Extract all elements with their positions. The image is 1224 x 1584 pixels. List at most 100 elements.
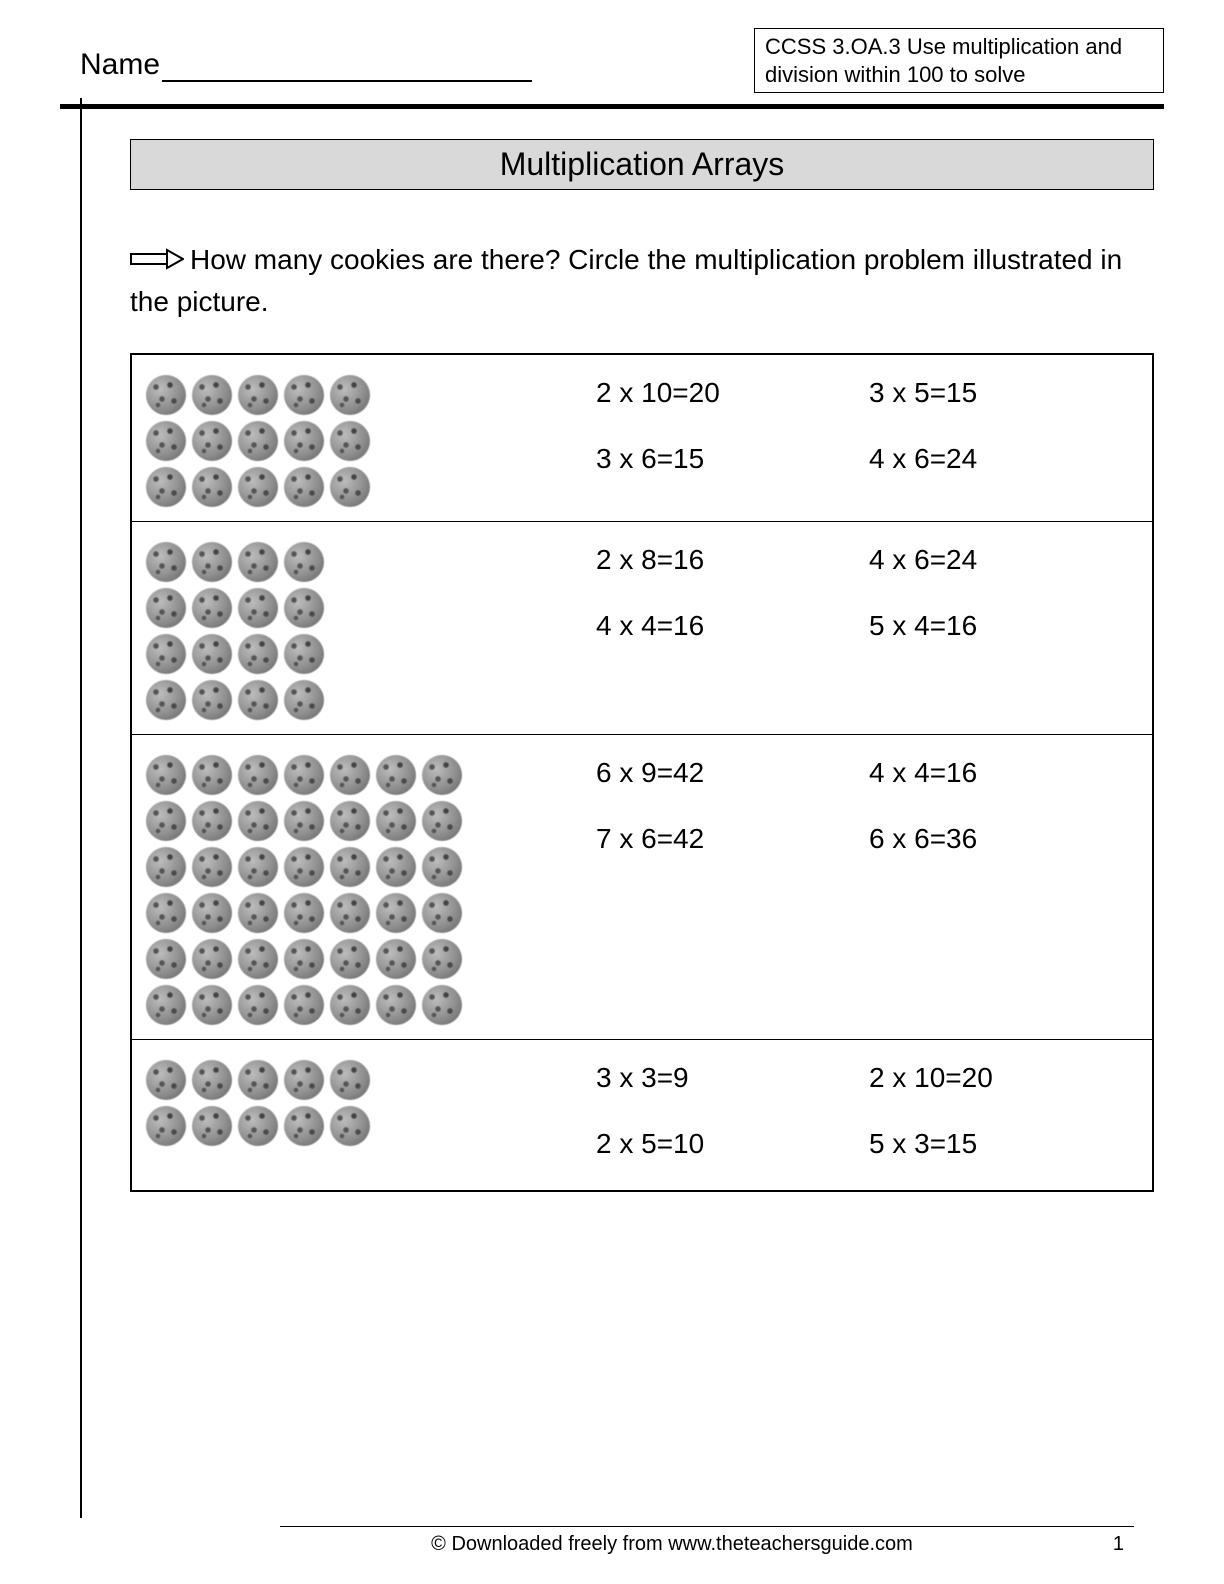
cookie-icon xyxy=(146,801,186,841)
cookie-icon xyxy=(284,985,324,1025)
equation-option[interactable]: 3 x 5=15 xyxy=(869,377,1132,409)
cookie-icon xyxy=(238,893,278,933)
cookie-icon xyxy=(284,1060,324,1100)
cookie-icon xyxy=(376,985,416,1025)
cookie-icon xyxy=(422,801,462,841)
cookie-icon xyxy=(192,755,232,795)
standard-text: CCSS 3.OA.3 Use multiplication and divis… xyxy=(765,34,1122,87)
equation-option[interactable]: 2 x 5=10 xyxy=(596,1128,859,1160)
standard-box: CCSS 3.OA.3 Use multiplication and divis… xyxy=(754,28,1164,93)
cookie-icon xyxy=(192,939,232,979)
equation-option[interactable]: 4 x 6=24 xyxy=(869,544,1132,576)
cookie-icon xyxy=(330,1060,370,1100)
cookie-icon xyxy=(376,755,416,795)
cookie-icon xyxy=(146,634,186,674)
equation-option[interactable]: 7 x 6=42 xyxy=(596,823,859,855)
cookie-icon xyxy=(146,1060,186,1100)
equation-option[interactable]: 4 x 4=16 xyxy=(869,757,1132,789)
equation-option[interactable]: 5 x 4=16 xyxy=(869,610,1132,642)
cookie-icon xyxy=(284,542,324,582)
cookie-icon xyxy=(284,634,324,674)
equation-option[interactable]: 2 x 8=16 xyxy=(596,544,859,576)
cookie-icon xyxy=(146,467,186,507)
cookie-icon xyxy=(146,939,186,979)
cookie-icon xyxy=(192,1060,232,1100)
cookie-icon xyxy=(146,755,186,795)
footer-rule xyxy=(280,1526,1134,1527)
cookie-icon xyxy=(238,467,278,507)
equation-option[interactable]: 6 x 6=36 xyxy=(869,823,1132,855)
cookie-icon xyxy=(330,755,370,795)
cookie-icon xyxy=(192,542,232,582)
cookie-icon xyxy=(146,985,186,1025)
equation-option[interactable]: 2 x 10=20 xyxy=(596,377,859,409)
equations-cell: 2 x 8=16 4 x 6=24 4 x 4=16 5 x 4=16 xyxy=(576,536,1132,642)
cookie-icon xyxy=(284,680,324,720)
cookie-icon xyxy=(284,939,324,979)
cookie-icon xyxy=(238,588,278,628)
cookie-icon xyxy=(238,939,278,979)
worksheet-title: Multiplication Arrays xyxy=(130,139,1154,190)
cookie-icon xyxy=(192,588,232,628)
cookie-array xyxy=(146,369,576,507)
equation-option[interactable]: 5 x 3=15 xyxy=(869,1128,1132,1160)
cookie-icon xyxy=(330,847,370,887)
cookie-icon xyxy=(284,588,324,628)
instructions: How many cookies are there? Circle the m… xyxy=(130,240,1144,323)
cookie-icon xyxy=(284,893,324,933)
cookie-icon xyxy=(330,421,370,461)
instructions-text: How many cookies are there? Circle the m… xyxy=(130,244,1122,317)
name-blank-line[interactable] xyxy=(162,80,532,82)
cookie-array xyxy=(146,1054,576,1146)
cookie-icon xyxy=(146,588,186,628)
arrow-right-icon xyxy=(130,241,184,282)
equation-option[interactable]: 3 x 6=15 xyxy=(596,443,859,475)
worksheet-title-text: Multiplication Arrays xyxy=(500,146,785,182)
cookie-array xyxy=(146,749,576,1025)
cookie-icon xyxy=(284,847,324,887)
cookie-icon xyxy=(330,375,370,415)
cookie-icon xyxy=(192,421,232,461)
content: Multiplication Arrays How many cookies a… xyxy=(120,109,1164,1192)
cookie-icon xyxy=(146,1106,186,1146)
equation-option[interactable]: 4 x 6=24 xyxy=(869,443,1132,475)
equation-option[interactable]: 2 x 10=20 xyxy=(869,1062,1132,1094)
cookie-icon xyxy=(192,1106,232,1146)
problem-row: 6 x 9=42 4 x 4=16 7 x 6=42 6 x 6=36 xyxy=(132,735,1152,1040)
equation-option[interactable]: 3 x 3=9 xyxy=(596,1062,859,1094)
cookie-icon xyxy=(376,893,416,933)
cookie-icon xyxy=(422,847,462,887)
cookie-icon xyxy=(192,847,232,887)
cookie-icon xyxy=(330,893,370,933)
cookie-icon xyxy=(422,893,462,933)
margin-vertical-line xyxy=(80,98,82,1518)
cookie-icon xyxy=(192,375,232,415)
cookie-icon xyxy=(192,801,232,841)
problem-row: 2 x 8=16 4 x 6=24 4 x 4=16 5 x 4=16 xyxy=(132,522,1152,735)
cookie-icon xyxy=(238,985,278,1025)
cookie-icon xyxy=(192,985,232,1025)
problem-row: 3 x 3=9 2 x 10=20 2 x 5=10 5 x 3=15 xyxy=(132,1040,1152,1190)
equation-option[interactable]: 6 x 9=42 xyxy=(596,757,859,789)
cookie-icon xyxy=(238,847,278,887)
problems-box: 2 x 10=203 x 5=153 x 6=154 x 6=242 x 8=1… xyxy=(130,353,1154,1192)
header: Name CCSS 3.OA.3 Use multiplication and … xyxy=(60,20,1164,100)
cookie-icon xyxy=(330,467,370,507)
page-number: 1 xyxy=(1064,1533,1124,1556)
cookie-icon xyxy=(422,755,462,795)
name-label: Name xyxy=(80,48,160,81)
name-field[interactable]: Name xyxy=(80,48,532,82)
equation-option[interactable]: 4 x 4=16 xyxy=(596,610,859,642)
cookie-array xyxy=(146,536,576,720)
cookie-icon xyxy=(284,375,324,415)
cookie-icon xyxy=(284,755,324,795)
cookie-icon xyxy=(238,1106,278,1146)
cookie-icon xyxy=(284,467,324,507)
equations-cell: 2 x 10=20 3 x 5=15 3 x 6=15 4 x 6=24 xyxy=(576,369,1132,475)
cookie-icon xyxy=(330,801,370,841)
cookie-icon xyxy=(238,1060,278,1100)
cookie-icon xyxy=(146,680,186,720)
footer-text: © Downloaded freely from www.theteachers… xyxy=(280,1533,1064,1556)
equations-cell: 6 x 9=42 4 x 4=16 7 x 6=42 6 x 6=36 xyxy=(576,749,1132,855)
cookie-icon xyxy=(146,847,186,887)
